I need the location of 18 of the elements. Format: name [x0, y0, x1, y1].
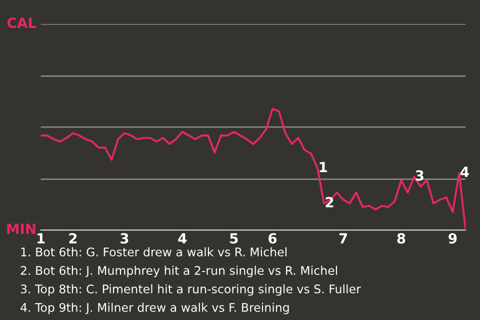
text: 1. Bot 6th: G. Foster drew a walk vs R. Michel: [21, 247, 287, 256]
x-tick-label: 8: [397, 233, 406, 244]
text: 3. Top 8th: C. Pimentel hit a run-scoring single vs S. Fuller: [20, 284, 361, 296]
x-tick-label: 6: [268, 233, 277, 244]
x-tick-label: 2: [69, 233, 77, 244]
text: MIN: [7, 224, 36, 234]
annotation: 3: [416, 170, 424, 181]
x-tick-label: 3: [120, 233, 128, 244]
x-tick-label: 7: [339, 233, 348, 244]
x-tick-label: 9: [448, 233, 457, 244]
text: CAL: [7, 18, 36, 28]
x-tick-label: 5: [230, 233, 238, 244]
x-tick-label: 1: [38, 233, 45, 244]
text: 4. Top 9th: J. Milner drew a walk vs F. Breining: [20, 302, 289, 314]
x-tick-label: 4: [178, 233, 187, 244]
text: 2. Bot 6th: J. Mumphrey hit a 2-run single vs R. Michel: [20, 266, 338, 278]
annotation: 1: [320, 162, 327, 172]
annotation: 4: [460, 166, 469, 177]
